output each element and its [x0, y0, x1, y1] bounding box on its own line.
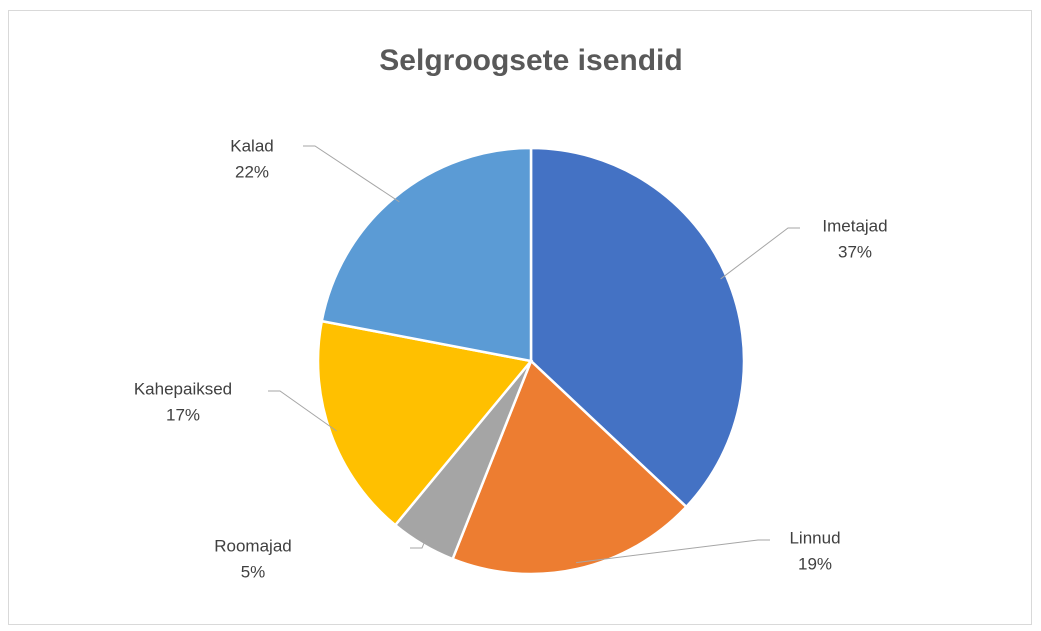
chart-title: Selgroogsete isendid — [379, 44, 682, 77]
slice-value-label: 22% — [235, 162, 269, 181]
slice-value-label: 19% — [798, 554, 832, 573]
leader-line — [268, 390, 337, 432]
slice-label: Imetajad — [822, 216, 887, 235]
leader-line — [303, 145, 400, 203]
slice-label: Linnud — [789, 528, 840, 547]
slice-label: Kalad — [230, 136, 273, 155]
slice-value-label: 17% — [166, 405, 200, 424]
slice-value-label: 5% — [241, 562, 266, 581]
leader-line — [576, 539, 770, 564]
slice-label: Kahepaiksed — [134, 379, 232, 398]
leader-line — [720, 227, 800, 280]
pie-slice — [316, 319, 534, 527]
pie-slice — [320, 146, 533, 363]
slice-label: Roomajad — [214, 536, 292, 555]
slice-value-label: 37% — [838, 242, 872, 261]
leader-line — [410, 538, 427, 549]
pie-slice — [529, 146, 746, 509]
